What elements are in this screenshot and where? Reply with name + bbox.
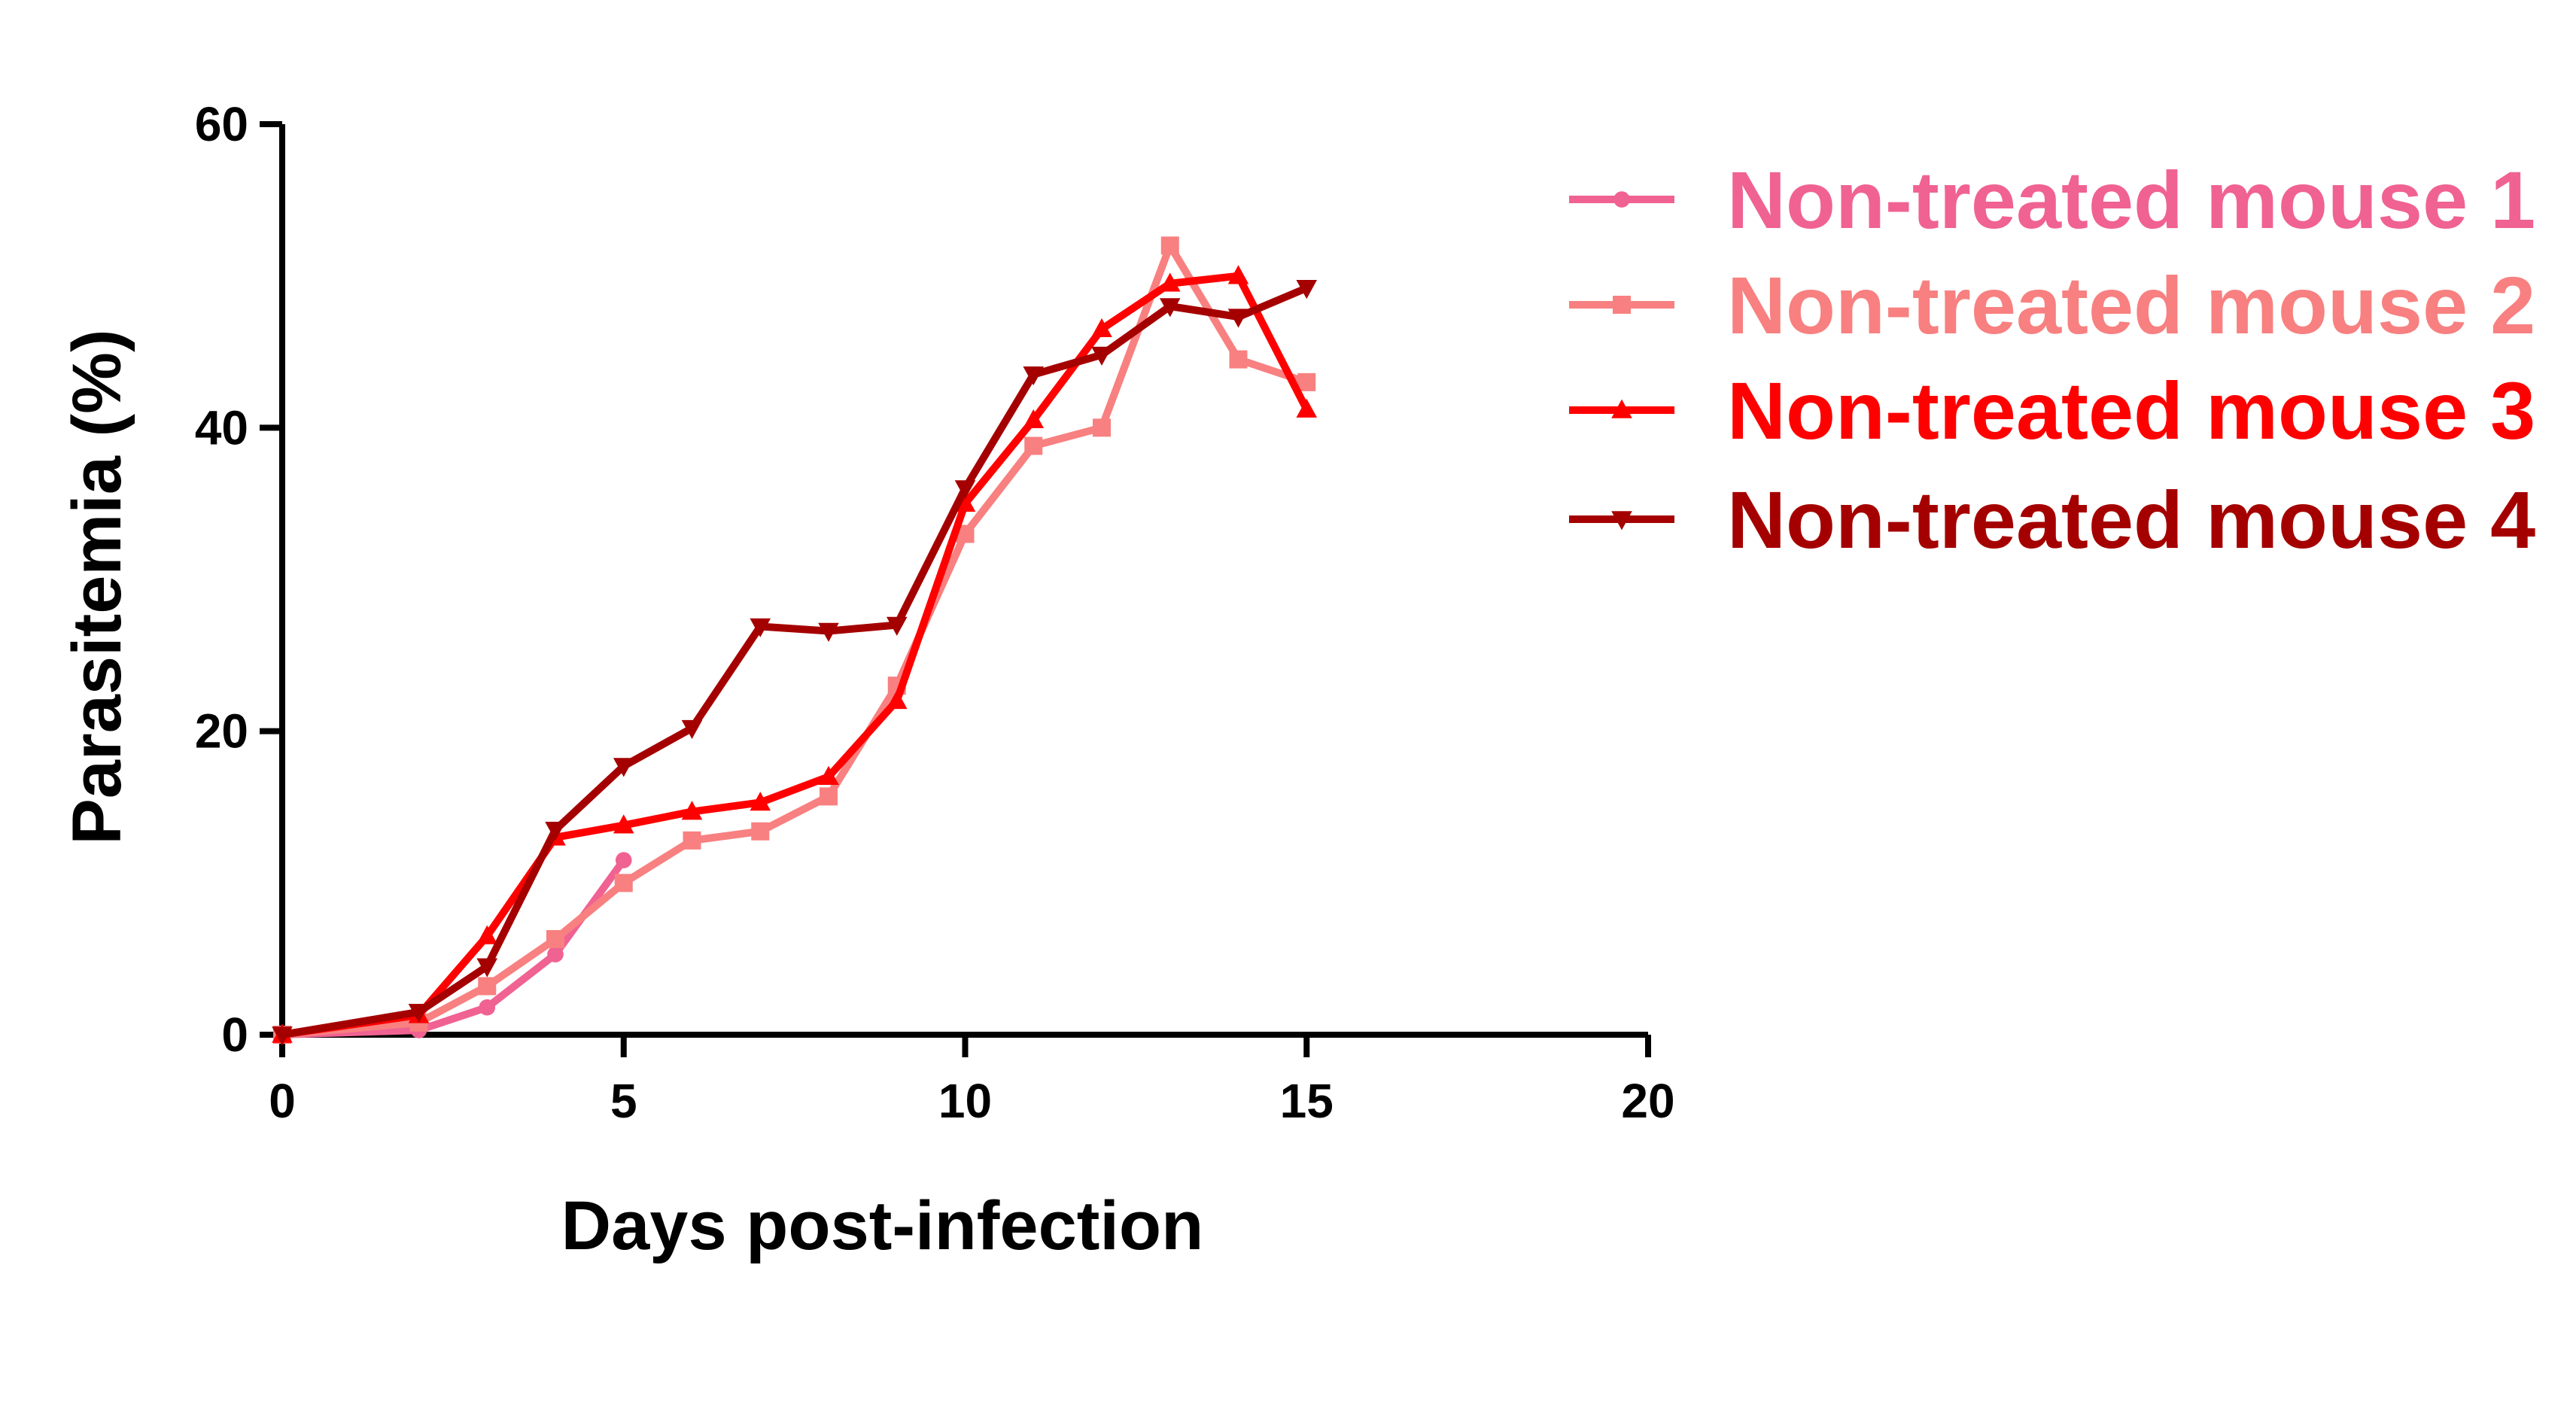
data-point [886,616,908,636]
legend-item: Non-treated mouse 2 [1569,260,2535,351]
data-point [476,958,498,978]
series-1 [274,852,632,1043]
y-tick-label: 60 [195,97,248,151]
legend: Non-treated mouse 1 Non-treated mouse 2 No… [1569,154,2535,565]
data-point [1159,272,1181,292]
series-4 [272,280,1318,1046]
data-point [750,792,771,811]
data-point [1159,298,1181,318]
y-axis-ticks: 0 20 40 60 [195,97,282,1062]
data-point [1024,436,1043,455]
data-point [1091,346,1112,366]
data-point [751,822,770,841]
y-tick-label: 20 [195,704,248,759]
series-line [278,242,1311,1038]
data-point [614,874,633,892]
series-3 [272,265,1318,1043]
data-point [1227,309,1249,328]
data-point [613,758,634,777]
data-point [1296,398,1318,418]
x-axis-title: Days post-infection [561,1187,1204,1264]
data-point [1611,511,1632,531]
series-line [278,284,1311,1038]
series-2 [273,236,1316,1044]
data-point [1227,265,1249,284]
series-line [278,272,1311,1038]
data-point [479,999,496,1016]
data-point [1023,409,1045,429]
legend-label: Non-treated mouse 3 [1727,365,2535,456]
axes: 0 20 40 60 0 5 10 15 20 [195,97,1675,1128]
data-point [818,765,839,785]
x-tick-label: 20 [1621,1074,1674,1128]
data-point [1160,236,1179,255]
data-point [820,787,838,806]
data-point [1296,280,1318,300]
y-tick-label: 0 [221,1008,248,1062]
legend-label: Non-treated mouse 4 [1727,474,2535,565]
data-point [1093,418,1111,437]
legend-item: Non-treated mouse 1 [1569,154,2535,245]
legend-label: Non-treated mouse 2 [1727,260,2535,351]
data-point [613,814,634,834]
data-point [1613,191,1630,208]
data-point [1297,372,1316,391]
data-point [476,925,498,944]
x-tick-label: 15 [1280,1074,1334,1128]
data-point [681,719,703,740]
data-point [272,1026,293,1046]
legend-item: Non-treated mouse 3 [1569,365,2535,456]
x-axis-ticks: 0 5 10 15 20 [269,1035,1675,1128]
x-tick-label: 0 [269,1074,296,1128]
data-point [1613,296,1631,314]
data-point [615,852,632,868]
y-axis-title: Parasitemia (%) [59,329,135,844]
series-lines [272,236,1318,1046]
data-point [478,977,497,996]
x-tick-label: 10 [938,1074,992,1128]
data-point [1023,366,1045,386]
legend-item: Non-treated mouse 4 [1569,474,2535,565]
data-point [546,929,564,948]
data-point [886,689,908,710]
data-point [681,801,703,820]
data-point [683,831,701,850]
data-point [954,480,976,500]
data-point [1611,399,1632,418]
data-point [1091,318,1112,338]
data-point [818,622,839,642]
data-point [545,821,566,841]
data-point [408,1003,430,1023]
data-point [1229,350,1248,369]
y-tick-label: 40 [195,400,248,455]
legend-label: Non-treated mouse 1 [1727,154,2535,245]
data-point [547,946,564,962]
x-tick-label: 5 [610,1074,637,1128]
data-point [750,618,771,637]
